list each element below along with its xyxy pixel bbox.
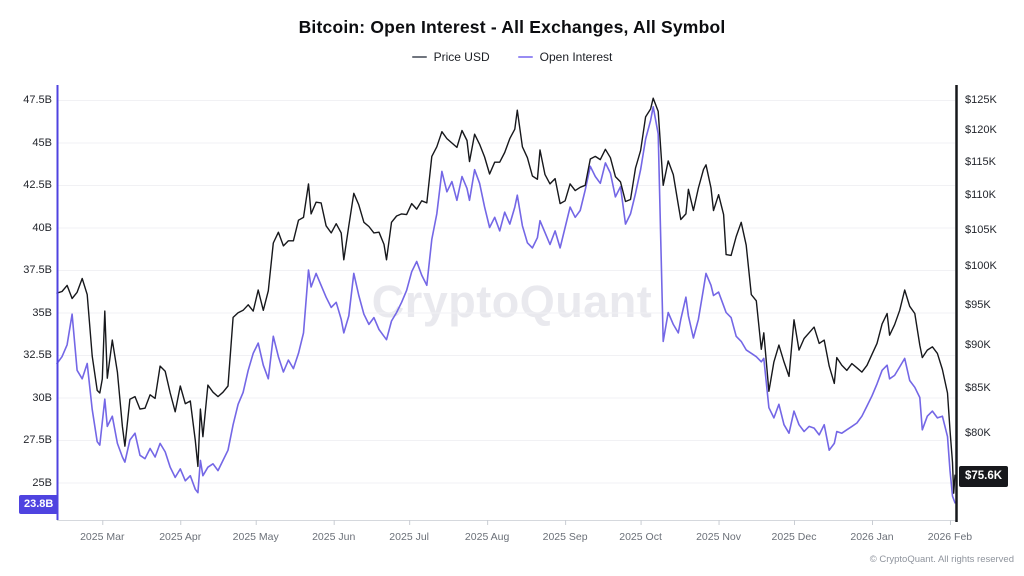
x-axis-month-label: 2025 Sep: [542, 531, 588, 543]
left-axis-tick-label: 40B: [32, 221, 52, 234]
x-axis-month-label: 2025 Mar: [80, 531, 125, 543]
x-axis-month-label: 2026 Jan: [850, 531, 894, 543]
right-axis-tick-label: $110K: [965, 189, 996, 202]
x-axis-month-label: 2025 Apr: [159, 531, 202, 543]
open-interest-line: [56, 106, 956, 504]
right-axis-tick-label: $105K: [965, 224, 997, 237]
x-axis-month-label: 2025 Dec: [771, 531, 817, 543]
price-last-value-badge: $75.6K: [959, 466, 1009, 487]
right-axis-tick-label: $95K: [965, 298, 991, 311]
x-axis-month-label: 2026 Feb: [927, 531, 973, 543]
right-axis-tick-label: $115K: [965, 156, 996, 169]
left-axis-tick-label: 25B: [32, 476, 52, 489]
x-axis-month-label: 2025 Aug: [464, 531, 510, 543]
left-axis-tick-label: 42.5B: [23, 179, 52, 191]
cryptoquant-watermark: CryptoQuant: [371, 276, 653, 327]
x-axis-month-label: 2025 Jul: [389, 531, 429, 543]
x-axis-month-label: 2025 Jun: [312, 531, 356, 543]
legend-label-open-interest: Open Interest: [539, 50, 613, 64]
right-axis-tick-label: $90K: [965, 339, 991, 352]
legend-item-open-interest[interactable]: Open Interest: [517, 50, 613, 64]
right-axis-tick-label: $85K: [965, 381, 991, 394]
x-axis-month-label: 2025 Nov: [696, 531, 742, 543]
right-axis-tick-label: $120K: [965, 124, 997, 137]
price-usd-line-swatch-icon: [411, 55, 427, 59]
legend-item-price-usd[interactable]: Price USD: [411, 50, 490, 64]
left-axis-tick-label: 35B: [32, 306, 52, 319]
x-axis-month-label: 2025 May: [232, 531, 279, 543]
left-axis-tick-label: 30B: [32, 391, 52, 404]
legend-label-price-usd: Price USD: [433, 50, 490, 64]
open-interest-last-value-badge: 23.8B: [19, 495, 59, 514]
chart-title: Bitcoin: Open Interest - All Exchanges, …: [298, 17, 726, 37]
left-axis-tick-label: 47.5B: [23, 94, 52, 106]
x-axis-month-label: 2025 Oct: [619, 531, 662, 543]
right-axis-tick-label: $125K: [965, 94, 997, 106]
copyright-notice: © CryptoQuant. All rights reserved: [869, 554, 1014, 565]
price-usd-line: [56, 97, 956, 494]
left-axis-tick-label: 37.5B: [23, 264, 52, 276]
open-interest-line-swatch-icon: [517, 55, 533, 59]
right-axis-tick-label: $80K: [965, 426, 991, 439]
left-axis-tick-label: 45B: [32, 136, 52, 149]
left-axis-tick-label: 27.5B: [23, 434, 52, 446]
legend: Price USD Open Interest: [0, 50, 1024, 64]
left-axis-tick-label: 32.5B: [23, 349, 52, 361]
right-axis-tick-label: $100K: [965, 260, 997, 273]
